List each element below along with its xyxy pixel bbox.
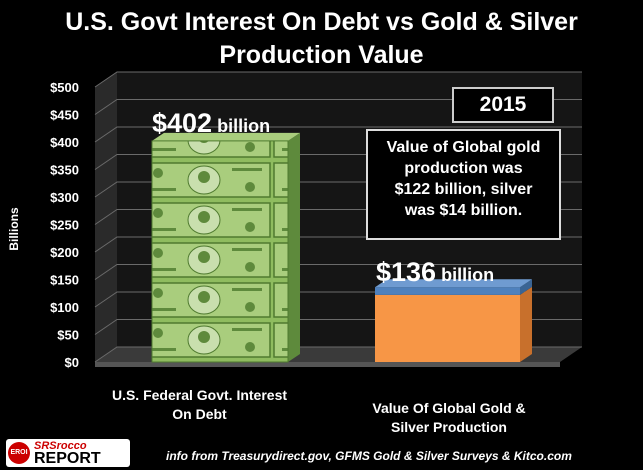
data-label-amount: $136 xyxy=(376,257,437,287)
data-label-amount: $402 xyxy=(152,108,213,138)
bar-segment-gold xyxy=(375,294,520,362)
y-tick-label: $450 xyxy=(50,108,79,123)
bar-segment-silver xyxy=(375,287,520,295)
bar-interest-on-debt xyxy=(151,140,289,363)
category-label-line: Value Of Global Gold & xyxy=(372,400,526,416)
bar-top-silver xyxy=(375,279,532,288)
y-tick-label: $150 xyxy=(50,273,79,288)
bar-side-gold xyxy=(520,286,532,362)
logo-line-2: REPORT xyxy=(34,450,101,467)
y-tick-label: $100 xyxy=(50,300,79,315)
logo-badge: EROI xyxy=(8,442,30,464)
annotation-line: production was xyxy=(404,160,523,177)
y-tick-label: $500 xyxy=(50,80,79,95)
category-label-interest: U.S. Federal Govt. Interest On Debt xyxy=(92,386,307,424)
title-line-1: U.S. Govt Interest On Debt vs Gold & Sil… xyxy=(65,8,578,36)
annotation-box: Value of Global gold production was $122… xyxy=(366,129,561,240)
year-badge: 2015 xyxy=(452,87,554,123)
y-tick-label: $400 xyxy=(50,135,79,150)
bar-top-interest xyxy=(152,132,300,141)
annotation-line: was $14 billion. xyxy=(404,202,523,219)
data-label-unit: billion xyxy=(212,116,271,136)
annotation-line: $122 billion, silver xyxy=(394,181,533,198)
gridline xyxy=(94,126,582,143)
y-tick-label: $0 xyxy=(65,355,79,370)
gridline xyxy=(94,71,582,88)
y-tick-label: $300 xyxy=(50,190,79,205)
chart-title: U.S. Govt Interest On Debt vs Gold & Sil… xyxy=(0,6,643,72)
category-label-line: U.S. Federal Govt. Interest xyxy=(111,387,288,403)
y-tick-label: $350 xyxy=(50,163,79,178)
bar-side-silver xyxy=(520,279,532,295)
srsrocco-logo: EROI SRSrocco REPORT xyxy=(6,439,130,467)
y-tick-label: $200 xyxy=(50,245,79,260)
gridline xyxy=(94,264,582,280)
annotation-line: Value of Global gold xyxy=(386,139,541,156)
y-tick-label: $250 xyxy=(50,218,79,233)
floor-edge xyxy=(95,362,560,367)
category-label-gold-silver: Value Of Global Gold & Silver Production xyxy=(334,399,564,437)
data-label-gold-silver: $136 billion xyxy=(376,257,494,288)
source-note: info from Treasurydirect.gov, GFMS Gold … xyxy=(166,449,572,463)
data-label-interest: $402 billion xyxy=(152,108,270,139)
y-tick-label: $50 xyxy=(57,328,79,343)
logo-line-1: SRSrocco xyxy=(34,440,87,452)
category-label-line: Silver Production xyxy=(391,419,507,435)
title-line-2: Production Value xyxy=(219,41,424,69)
category-label-line: On Debt xyxy=(172,406,227,422)
gridline xyxy=(94,99,582,115)
bar-side-interest xyxy=(288,132,300,362)
data-label-unit: billion xyxy=(436,265,495,285)
